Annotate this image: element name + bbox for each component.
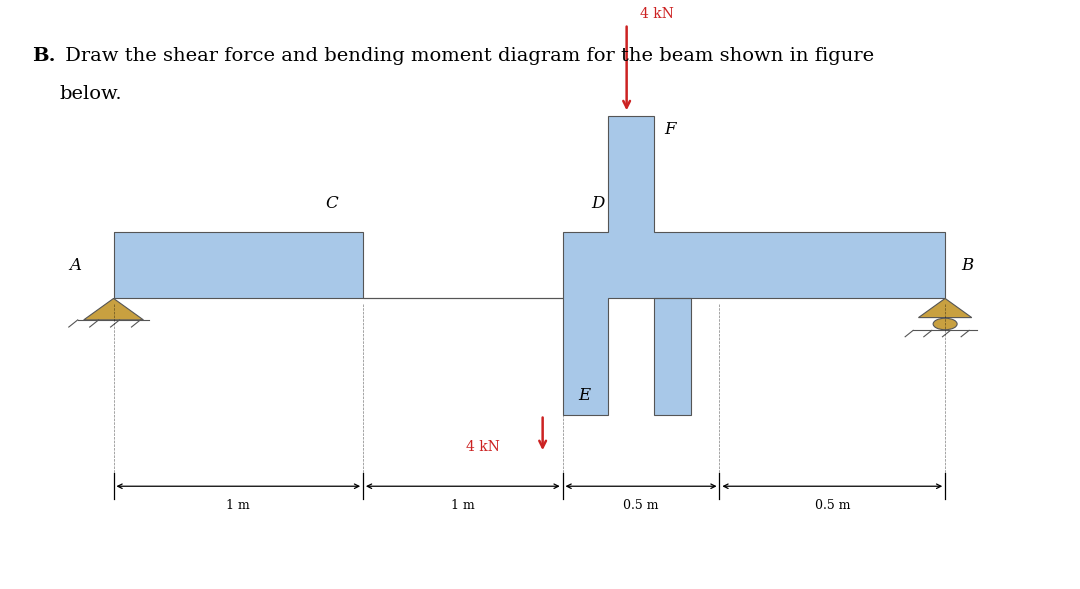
- Text: 0.5 m: 0.5 m: [623, 499, 659, 512]
- Text: C: C: [326, 194, 338, 211]
- Text: 1 m: 1 m: [451, 499, 475, 512]
- Text: B: B: [961, 257, 973, 274]
- Text: 4 kN: 4 kN: [640, 7, 674, 21]
- Text: 4 kN: 4 kN: [467, 440, 500, 454]
- Text: B.: B.: [32, 47, 56, 65]
- Text: Draw the shear force and bending moment diagram for the beam shown in figure: Draw the shear force and bending moment …: [59, 47, 875, 65]
- Polygon shape: [113, 232, 322, 299]
- Text: E: E: [579, 388, 591, 405]
- Text: below.: below.: [59, 85, 122, 104]
- Text: D: D: [591, 194, 605, 211]
- Polygon shape: [918, 299, 972, 317]
- Text: A: A: [69, 257, 82, 274]
- Text: F: F: [664, 121, 676, 138]
- Text: 0.5 m: 0.5 m: [814, 499, 850, 512]
- Circle shape: [933, 318, 957, 330]
- Polygon shape: [113, 115, 945, 415]
- Polygon shape: [84, 299, 144, 320]
- Text: 1 m: 1 m: [227, 499, 251, 512]
